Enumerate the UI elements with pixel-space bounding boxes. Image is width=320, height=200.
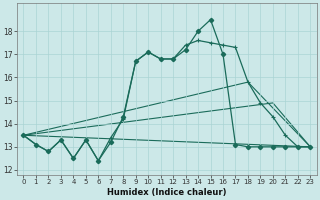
X-axis label: Humidex (Indice chaleur): Humidex (Indice chaleur) [107,188,227,197]
